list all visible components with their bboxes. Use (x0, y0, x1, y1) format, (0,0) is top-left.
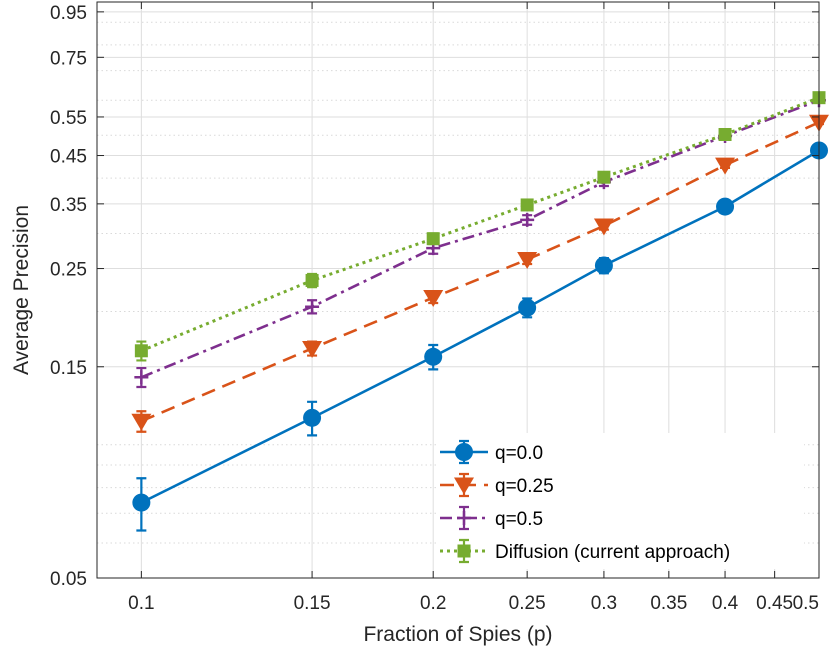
y-tick-label-7: 0.95 (50, 3, 87, 24)
series-2-point-1 (305, 299, 320, 314)
x-tick-label-6: 0.4 (712, 593, 739, 614)
series-1-point-4 (593, 218, 614, 236)
legend-box (436, 433, 804, 569)
legend-marker-3 (457, 544, 471, 558)
legend-label-3: Diffusion (current approach) (495, 542, 730, 563)
series-0-point-5 (716, 197, 735, 216)
series-group (131, 91, 829, 532)
series-1-point-5 (715, 157, 736, 175)
series-1-point-1 (302, 340, 323, 358)
y-tick-label-1: 0.15 (50, 358, 87, 379)
legend-label-1: q=0.25 (495, 476, 554, 497)
series-0-point-1 (303, 408, 322, 427)
series-1-point-0 (131, 413, 152, 431)
y-tick-label-4: 0.45 (50, 147, 87, 168)
series-3-point-3 (520, 198, 534, 212)
series-0-point-2 (424, 347, 443, 366)
plot-frame (96, 1, 820, 579)
y-tick-label-6: 0.75 (50, 48, 87, 69)
legend-label-2: q=0.5 (495, 509, 543, 530)
x-tick-label-2: 0.2 (420, 593, 446, 614)
series-0-point-4 (594, 256, 613, 275)
series-3-point-2 (426, 232, 440, 246)
legend-label-0: q=0.0 (495, 443, 543, 464)
x-tick-label-7: 0.45 (756, 593, 793, 614)
legend: q=0.0 q=0.25 q=0.5 Diffusion (current appro… (436, 433, 804, 569)
series-3-point-1 (305, 273, 319, 287)
x-tick-label-3: 0.25 (509, 593, 546, 614)
series-3-point-0 (134, 344, 148, 358)
series-0-point-3 (518, 298, 537, 317)
x-tick-label-8: 0.5 (793, 593, 819, 614)
series-1-point-3 (517, 252, 538, 270)
y-tick-label-5: 0.55 (50, 108, 87, 129)
y-tick-label-3: 0.35 (50, 195, 87, 216)
series-3-point-4 (597, 170, 611, 184)
x-tick-label-1: 0.15 (294, 593, 331, 614)
series-1-point-2 (423, 290, 444, 308)
y-tick-label-0: 0.05 (50, 569, 87, 590)
series-0-point-0 (132, 493, 151, 512)
legend-marker-0 (455, 443, 473, 461)
y-axis-label: Average Precision (10, 205, 33, 375)
x-axis-label: Fraction of Spies (p) (363, 623, 552, 646)
x-tick-label-5: 0.35 (650, 593, 687, 614)
series-2-point-0 (134, 370, 149, 385)
tick-labels: 0.05 0.15 0.25 0.35 0.45 0.55 0.75 0.95 0.1 0.15 0… (50, 2, 820, 614)
series-2-point-3 (520, 212, 535, 227)
x-tick-label-4: 0.3 (591, 593, 617, 614)
y-tick-label-2: 0.25 (50, 260, 87, 281)
legend-marker-1 (454, 477, 474, 495)
x-tick-label-0: 0.1 (128, 593, 154, 614)
series-0 (132, 141, 828, 532)
legend-marker-2 (457, 511, 471, 525)
series-3-point-5 (718, 128, 732, 142)
